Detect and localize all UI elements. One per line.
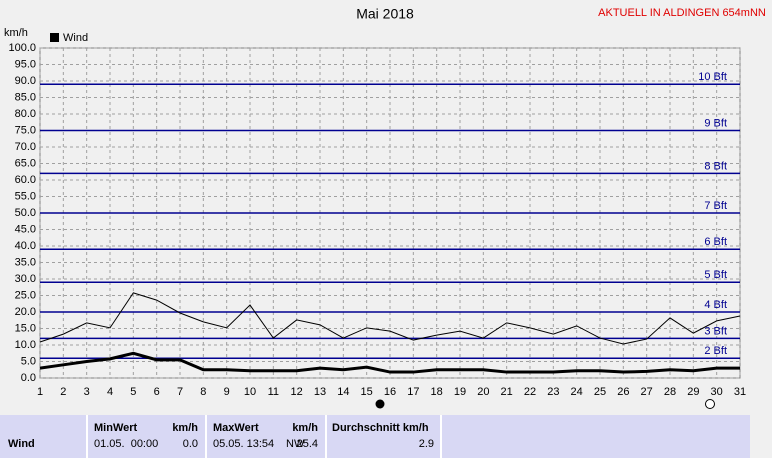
avg-value: 2.9	[419, 438, 434, 450]
moon-new	[705, 399, 715, 409]
x-tick-label: 17	[407, 386, 419, 398]
beaufort-label: 5 Bft	[704, 269, 727, 281]
y-tick-label: 45.0	[15, 223, 36, 235]
beaufort-label: 8 Bft	[704, 160, 727, 172]
x-tick-label: 24	[571, 386, 583, 398]
y-axis-label: km/h	[4, 27, 28, 39]
min-value: 0.0	[183, 438, 198, 450]
x-tick-label: 29	[687, 386, 699, 398]
beaufort-label: 4 Bft	[704, 299, 727, 311]
y-tick-label: 0.0	[21, 372, 36, 384]
col-header: MinWert	[94, 422, 138, 434]
x-tick-label: 20	[477, 386, 489, 398]
x-tick-label: 5	[130, 386, 136, 398]
y-tick-label: 100.0	[8, 42, 36, 54]
x-tick-label: 28	[664, 386, 676, 398]
y-tick-label: 20.0	[15, 306, 36, 318]
x-tick-label: 9	[224, 386, 230, 398]
station: AKTUELL IN ALDINGEN 654mNN	[598, 7, 766, 19]
max-value: 25.4	[297, 438, 318, 450]
x-tick-label: 13	[314, 386, 326, 398]
series-line	[39, 351, 740, 374]
beaufort-label: 6 Bft	[704, 236, 727, 248]
beaufort-label: 7 Bft	[704, 200, 727, 212]
x-tick-label: 31	[734, 386, 746, 398]
col-header: MaxWert	[213, 422, 259, 434]
y-tick-label: 85.0	[15, 91, 36, 103]
x-tick-label: 10	[244, 386, 256, 398]
x-tick-label: 26	[617, 386, 629, 398]
moon-full	[375, 399, 385, 409]
x-tick-label: 7	[177, 386, 183, 398]
max-direction: NW	[286, 438, 305, 450]
col-unit: km/h	[292, 422, 318, 434]
table-bg	[0, 415, 750, 458]
x-tick-label: 23	[547, 386, 559, 398]
col-header: Durchschnitt km/h	[332, 422, 429, 434]
y-tick-label: 10.0	[15, 339, 36, 351]
x-tick-label: 16	[384, 386, 396, 398]
x-tick-label: 6	[154, 386, 160, 398]
y-tick-label: 80.0	[15, 108, 36, 120]
x-tick-label: 1	[37, 386, 43, 398]
y-tick-label: 50.0	[15, 207, 36, 219]
x-tick-label: 22	[524, 386, 536, 398]
y-tick-label: 5.0	[21, 355, 36, 367]
y-tick-label: 40.0	[15, 240, 36, 252]
legend-swatch	[50, 33, 59, 42]
stats-table: Wind MinWert km/h 01.05. 00:00 0.0 MaxWe…	[0, 415, 750, 458]
beaufort-label: 10 Bft	[698, 71, 727, 83]
legend-label: Wind	[63, 32, 88, 44]
y-tick-label: 65.0	[15, 157, 36, 169]
beaufort-label: 2 Bft	[704, 345, 727, 357]
y-tick-label: 95.0	[15, 58, 36, 70]
row-label: Wind	[8, 438, 35, 450]
y-tick-label: 35.0	[15, 256, 36, 268]
x-tick-label: 27	[641, 386, 653, 398]
x-tick-label: 3	[84, 386, 90, 398]
x-tick-label: 14	[337, 386, 349, 398]
chart-title: Mai 2018	[356, 6, 414, 22]
y-tick-label: 75.0	[15, 124, 36, 136]
x-tick-label: 18	[431, 386, 443, 398]
y-tick-label: 30.0	[15, 273, 36, 285]
x-tick-label: 2	[60, 386, 66, 398]
x-tick-label: 21	[501, 386, 513, 398]
max-time: 05.05. 13:54	[213, 438, 274, 450]
beaufort-label: 3 Bft	[704, 325, 727, 337]
x-tick-label: 30	[711, 386, 723, 398]
series-line	[39, 292, 741, 345]
x-tick-label: 19	[454, 386, 466, 398]
x-tick-label: 12	[291, 386, 303, 398]
x-tick-label: 15	[361, 386, 373, 398]
x-tick-label: 11	[268, 386, 279, 398]
y-tick-label: 60.0	[15, 174, 36, 186]
x-tick-label: 4	[107, 386, 113, 398]
y-tick-label: 70.0	[15, 141, 36, 153]
y-tick-label: 55.0	[15, 190, 36, 202]
x-tick-label: 25	[594, 386, 606, 398]
beaufort-label: 9 Bft	[704, 117, 727, 129]
y-tick-label: 90.0	[15, 75, 36, 87]
y-tick-label: 25.0	[15, 289, 36, 301]
x-tick-label: 8	[200, 386, 206, 398]
y-tick-label: 15.0	[15, 322, 36, 334]
min-time: 01.05. 00:00	[94, 438, 158, 450]
col-unit: km/h	[172, 422, 198, 434]
